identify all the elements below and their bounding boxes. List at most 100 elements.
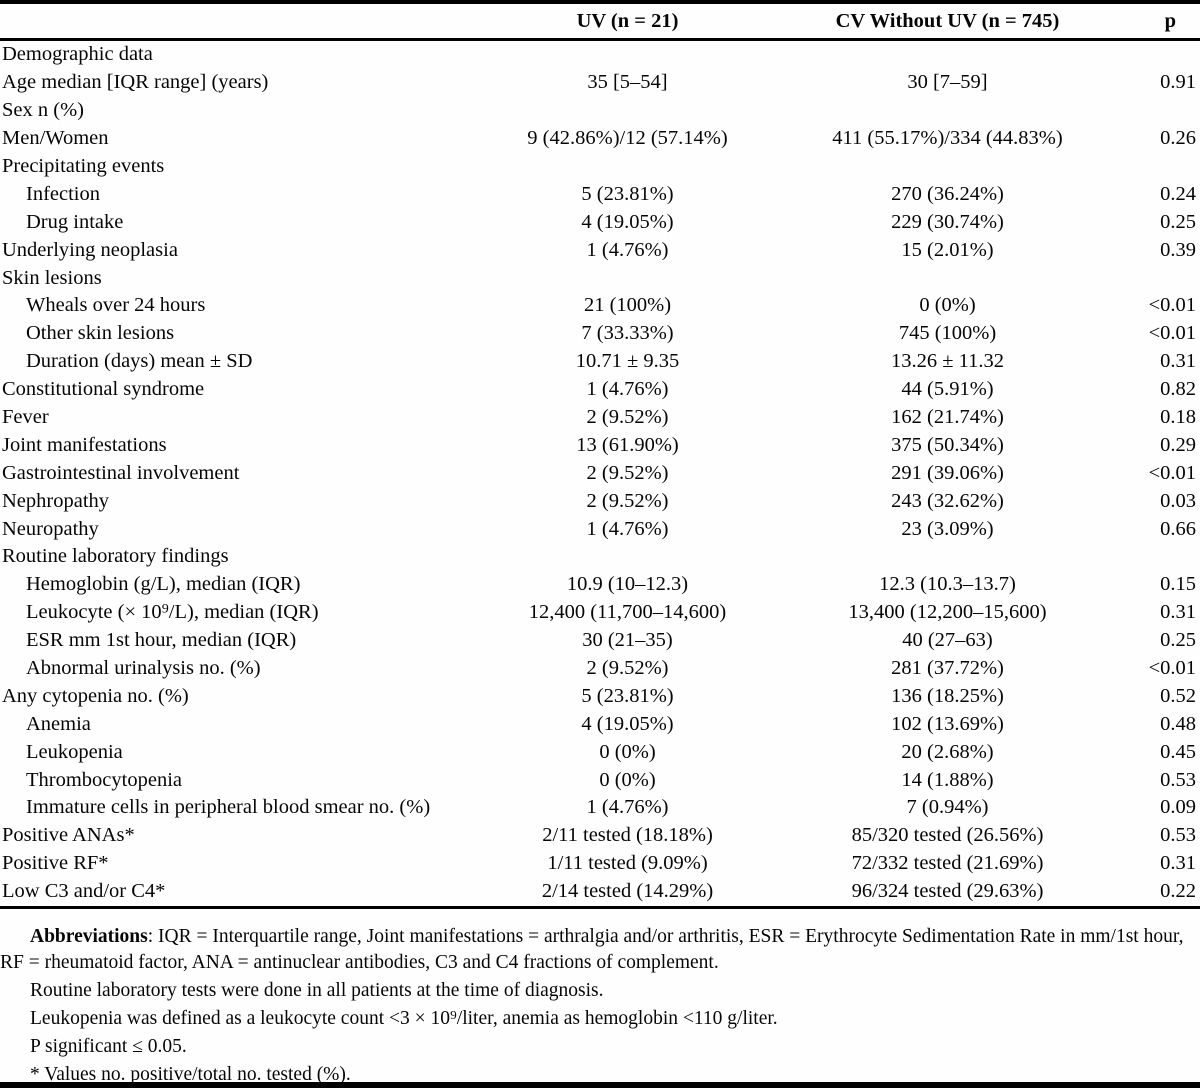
cv-value: 229 (30.74%)	[891, 210, 1004, 233]
row-label: Hemoglobin (g/L), median (IQR)	[26, 573, 301, 596]
table-row: Hemoglobin (g/L), median (IQR) 10.9 (10–…	[0, 571, 1200, 599]
p-value: 0.31	[1160, 852, 1196, 875]
row-label: Skin lesions	[2, 266, 102, 289]
uv-value: 1 (4.76%)	[586, 796, 669, 819]
row-label: Neuropathy	[2, 517, 99, 540]
footnote-leukopenia-definition: Leukopenia was defined as a leukocyte co…	[30, 1007, 778, 1029]
p-value: 0.31	[1160, 350, 1196, 373]
row-label: Anemia	[26, 712, 91, 735]
table-row: Skin lesions	[0, 264, 1200, 292]
cv-value: 12.3 (10.3–13.7)	[879, 573, 1016, 596]
p-value: 0.45	[1160, 740, 1196, 763]
uv-value: 0 (0%)	[599, 768, 656, 791]
uv-value: 21 (100%)	[583, 294, 672, 317]
cv-value: 14 (1.88%)	[901, 768, 994, 791]
table-row: Nephropathy 2 (9.52%) 243 (32.62%) 0.03	[0, 487, 1200, 515]
cv-value: 102 (13.69%)	[891, 712, 1004, 735]
p-value: 0.53	[1160, 768, 1196, 791]
cv-value: 85/320 tested (26.56%)	[851, 824, 1044, 847]
uv-value: 7 (33.33%)	[581, 322, 674, 345]
p-value: <0.01	[1148, 657, 1196, 680]
table-row: Other skin lesions 7 (33.33%) 745 (100%)…	[0, 320, 1200, 348]
p-value: 0.31	[1160, 601, 1196, 624]
abbreviations-label: Abbreviations	[30, 925, 148, 947]
uv-value: 1 (4.76%)	[586, 238, 669, 261]
row-label: Fever	[2, 406, 49, 429]
uv-value: 12,400 (11,700–14,600)	[528, 601, 727, 624]
p-value: 0.25	[1160, 629, 1196, 652]
p-value: 0.91	[1160, 71, 1196, 94]
cv-value: 13.26 ± 11.32	[891, 350, 1004, 373]
uv-value: 5 (23.81%)	[581, 182, 674, 205]
p-value: 0.25	[1160, 210, 1196, 233]
uv-value: 2/11 tested (18.18%)	[542, 824, 713, 847]
table-row: Leukocyte (× 10⁹/L), median (IQR) 12,400…	[0, 599, 1200, 627]
p-value: 0.09	[1160, 796, 1196, 819]
row-label: Routine laboratory findings	[2, 545, 229, 568]
p-value: 0.82	[1160, 378, 1196, 401]
p-value: 0.39	[1160, 238, 1196, 261]
row-label: Any cytopenia no. (%)	[2, 684, 189, 707]
table-row: Infection 5 (23.81%) 270 (36.24%) 0.24	[0, 180, 1200, 208]
table-row: Underlying neoplasia 1 (4.76%) 15 (2.01%…	[0, 236, 1200, 264]
row-label: Constitutional syndrome	[2, 378, 205, 401]
row-label: Positive ANAs*	[2, 824, 135, 847]
row-label: Joint manifestations	[2, 433, 167, 456]
cv-value: 162 (21.74%)	[891, 406, 1004, 429]
row-label: Other skin lesions	[26, 322, 175, 345]
p-value: 0.29	[1160, 433, 1196, 456]
row-label: Duration (days) mean ± SD	[26, 350, 253, 373]
table-body: Demographic data Age median [IQR range] …	[0, 41, 1200, 906]
cv-value: 44 (5.91%)	[901, 378, 994, 401]
table-row: Low C3 and/or C4* 2/14 tested (14.29%) 9…	[0, 878, 1200, 906]
uv-value: 4 (19.05%)	[581, 712, 674, 735]
p-value: <0.01	[1148, 322, 1196, 345]
row-label: Positive RF*	[2, 852, 109, 875]
row-label: Leukopenia	[26, 740, 123, 763]
p-value: <0.01	[1148, 294, 1196, 317]
column-header-uv: UV (n = 21)	[576, 9, 679, 32]
uv-value: 5 (23.81%)	[581, 684, 674, 707]
uv-value: 4 (19.05%)	[581, 210, 674, 233]
uv-value: 13 (61.90%)	[576, 433, 679, 456]
column-header-cv: CV Without UV (n = 745)	[835, 9, 1060, 32]
p-value: 0.18	[1160, 406, 1196, 429]
row-label: Sex n (%)	[2, 99, 84, 122]
row-label: Leukocyte (× 10⁹/L), median (IQR)	[26, 601, 319, 624]
uv-value: 30 (21–35)	[582, 629, 673, 652]
row-label: ESR mm 1st hour, median (IQR)	[26, 629, 297, 652]
cv-value: 270 (36.24%)	[891, 182, 1004, 205]
uv-value: 2 (9.52%)	[586, 657, 669, 680]
p-value: 0.48	[1160, 712, 1196, 735]
cv-value: 96/324 tested (29.63%)	[851, 880, 1044, 903]
table-row: Men/Women 9 (42.86%)/12 (57.14%) 411 (55…	[0, 125, 1200, 153]
table-row: Routine laboratory findings	[0, 543, 1200, 571]
uv-value: 9 (42.86%)/12 (57.14%)	[527, 127, 728, 150]
body-footer-divider-rule	[0, 905, 1200, 909]
table-row: Precipitating events	[0, 153, 1200, 181]
table-row: Abnormal urinalysis no. (%) 2 (9.52%) 28…	[0, 655, 1200, 683]
p-value: 0.52	[1160, 684, 1196, 707]
table-row: Neuropathy 1 (4.76%) 23 (3.09%) 0.66	[0, 515, 1200, 543]
p-value: 0.26	[1160, 127, 1196, 150]
cv-value: 411 (55.17%)/334 (44.83%)	[832, 127, 1063, 150]
row-label: Immature cells in peripheral blood smear…	[26, 796, 431, 819]
row-label: Infection	[26, 182, 100, 205]
p-value: 0.66	[1160, 517, 1196, 540]
row-label: Underlying neoplasia	[2, 238, 178, 261]
table-row: Drug intake 4 (19.05%) 229 (30.74%) 0.25	[0, 208, 1200, 236]
bottom-rule	[0, 1082, 1200, 1088]
uv-value: 10.9 (10–12.3)	[566, 573, 689, 596]
cv-value: 15 (2.01%)	[901, 238, 994, 261]
row-label: Men/Women	[2, 127, 109, 150]
table-row: Thrombocytopenia 0 (0%) 14 (1.88%) 0.53	[0, 766, 1200, 794]
table-row: ESR mm 1st hour, median (IQR) 30 (21–35)…	[0, 627, 1200, 655]
footnote-asterisk: * Values no. positive/total no. tested (…	[30, 1063, 351, 1085]
table-row: Demographic data	[0, 41, 1200, 69]
cv-value: 375 (50.34%)	[891, 433, 1004, 456]
row-label: Low C3 and/or C4*	[2, 880, 166, 903]
uv-value: 2 (9.52%)	[586, 406, 669, 429]
table-row: Fever 2 (9.52%) 162 (21.74%) 0.18	[0, 404, 1200, 432]
cv-value: 13,400 (12,200–15,600)	[848, 601, 1047, 624]
table-row: Duration (days) mean ± SD 10.71 ± 9.35 1…	[0, 348, 1200, 376]
